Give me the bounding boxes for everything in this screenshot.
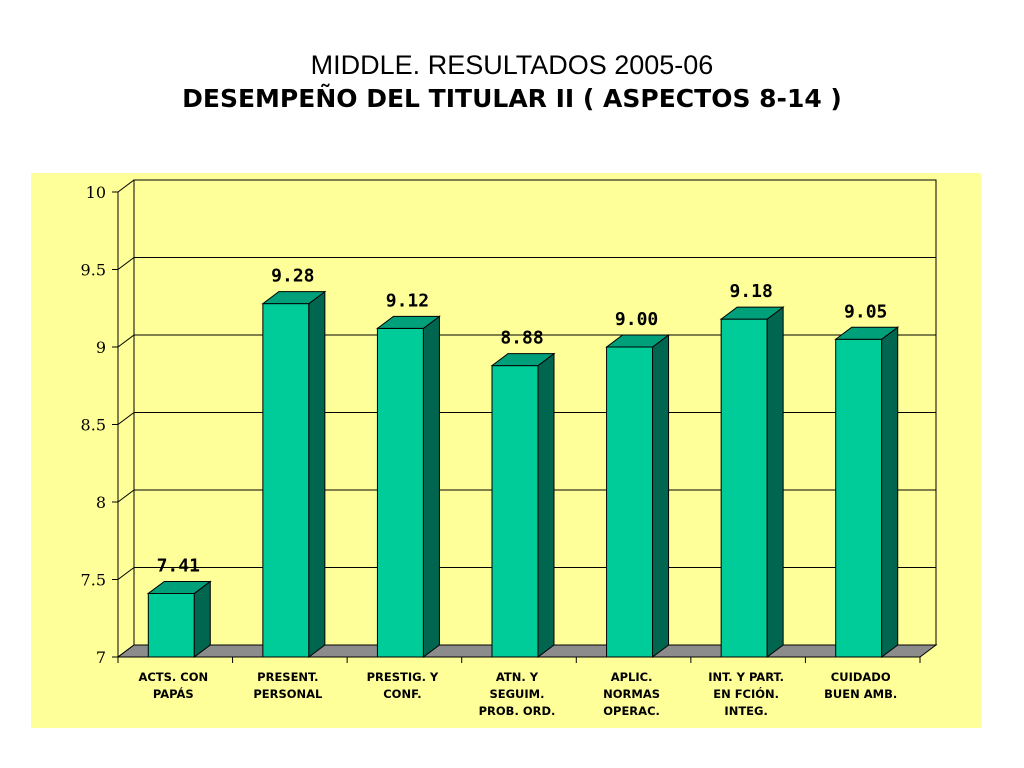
x-tick-label: PROB. ORD. bbox=[479, 704, 556, 718]
bar-top bbox=[146, 580, 212, 594]
bar-front bbox=[720, 318, 768, 658]
gridline-side bbox=[117, 334, 135, 348]
gridline-side bbox=[117, 257, 135, 270]
x-tick-labels: ACTS. CON PAPÁS PRESENT. PERSONAL PRESTIG. Y… bbox=[138, 670, 897, 718]
bar bbox=[834, 326, 900, 658]
bar-side bbox=[308, 290, 326, 658]
y-tick-labels: 7 7.5 8 8.5 9 9.5 10 bbox=[81, 183, 106, 667]
bar-side bbox=[193, 580, 211, 658]
bar-side bbox=[652, 334, 670, 658]
y-tick-label: 7 bbox=[96, 648, 106, 667]
bar-side bbox=[537, 352, 555, 658]
y-tick-label: 10 bbox=[86, 183, 106, 202]
chart-subtitle: DESEMPEÑO DEL TITULAR II ( ASPECTOS 8-14… bbox=[182, 84, 842, 113]
bar-front bbox=[147, 592, 195, 658]
x-tick-label: ACTS. CON bbox=[138, 670, 208, 684]
y-tick-label: 8.5 bbox=[81, 416, 106, 435]
x-tick-label: PRESENT. bbox=[257, 670, 318, 684]
x-tick-label: ATN. Y bbox=[496, 670, 539, 684]
data-label: 8.88 bbox=[500, 328, 543, 349]
x-tick-label: PERSONAL bbox=[253, 687, 323, 701]
bar bbox=[261, 290, 327, 658]
bar-front bbox=[835, 338, 883, 658]
bar-front bbox=[262, 303, 310, 658]
bar-top bbox=[375, 315, 441, 329]
gridline-side bbox=[117, 412, 135, 425]
bar bbox=[146, 580, 212, 658]
y-tick-label: 7.5 bbox=[81, 571, 106, 590]
x-tick-label: BUEN AMB. bbox=[824, 687, 897, 701]
bar-front bbox=[606, 346, 654, 658]
x-tick-label: INTEG. bbox=[724, 704, 767, 718]
bar-top bbox=[490, 353, 556, 367]
x-tick-label: EN FCIÓN. bbox=[713, 686, 779, 701]
bars bbox=[146, 290, 900, 658]
data-label: 9.12 bbox=[386, 290, 429, 311]
data-label: 9.28 bbox=[271, 266, 314, 287]
gridline-side bbox=[117, 567, 135, 580]
x-tick-label: NORMAS bbox=[603, 687, 660, 701]
chart-title-block: MIDDLE. RESULTADOS 2005-06 DESEMPEÑO DEL… bbox=[0, 48, 1024, 116]
bar-side bbox=[766, 306, 784, 658]
data-labels: 7.41 9.28 9.12 8.88 9.00 9.18 9.05 bbox=[157, 266, 888, 577]
bar-side bbox=[881, 326, 899, 658]
y-tick-label: 8 bbox=[96, 493, 106, 512]
x-tick-label: CUIDADO bbox=[831, 670, 891, 684]
bar-top bbox=[261, 291, 327, 305]
gridline-side bbox=[117, 489, 135, 503]
bar bbox=[490, 352, 556, 658]
bar-top bbox=[719, 306, 785, 320]
bar bbox=[605, 334, 671, 658]
data-label: 9.18 bbox=[729, 281, 772, 302]
x-tick-label: APLIC. bbox=[611, 670, 653, 684]
chart-title: MIDDLE. RESULTADOS 2005-06 bbox=[310, 50, 714, 80]
x-tick-label: PAPÁS bbox=[153, 686, 194, 701]
axes bbox=[112, 191, 921, 663]
bar-top bbox=[605, 334, 671, 348]
x-tick-label: CONF. bbox=[383, 687, 421, 701]
x-tick-label: INT. Y PART. bbox=[708, 670, 784, 684]
x-tick-label: OPERAC. bbox=[603, 704, 660, 718]
y-tick-label: 9.5 bbox=[81, 261, 106, 280]
data-label: 9.00 bbox=[615, 309, 658, 330]
x-tick-label: PRESTIG. Y bbox=[367, 670, 439, 684]
bar-side bbox=[422, 315, 440, 658]
data-label: 7.41 bbox=[157, 555, 200, 576]
y-tick-label: 9 bbox=[96, 338, 106, 357]
bar bbox=[719, 306, 785, 658]
x-tick-label: SEGUIM. bbox=[489, 687, 544, 701]
data-label: 9.05 bbox=[844, 301, 887, 322]
bar-front bbox=[376, 327, 424, 658]
bar bbox=[375, 315, 441, 658]
bar-top bbox=[834, 326, 900, 340]
bar-front bbox=[491, 365, 539, 658]
gridline-side bbox=[117, 179, 135, 193]
